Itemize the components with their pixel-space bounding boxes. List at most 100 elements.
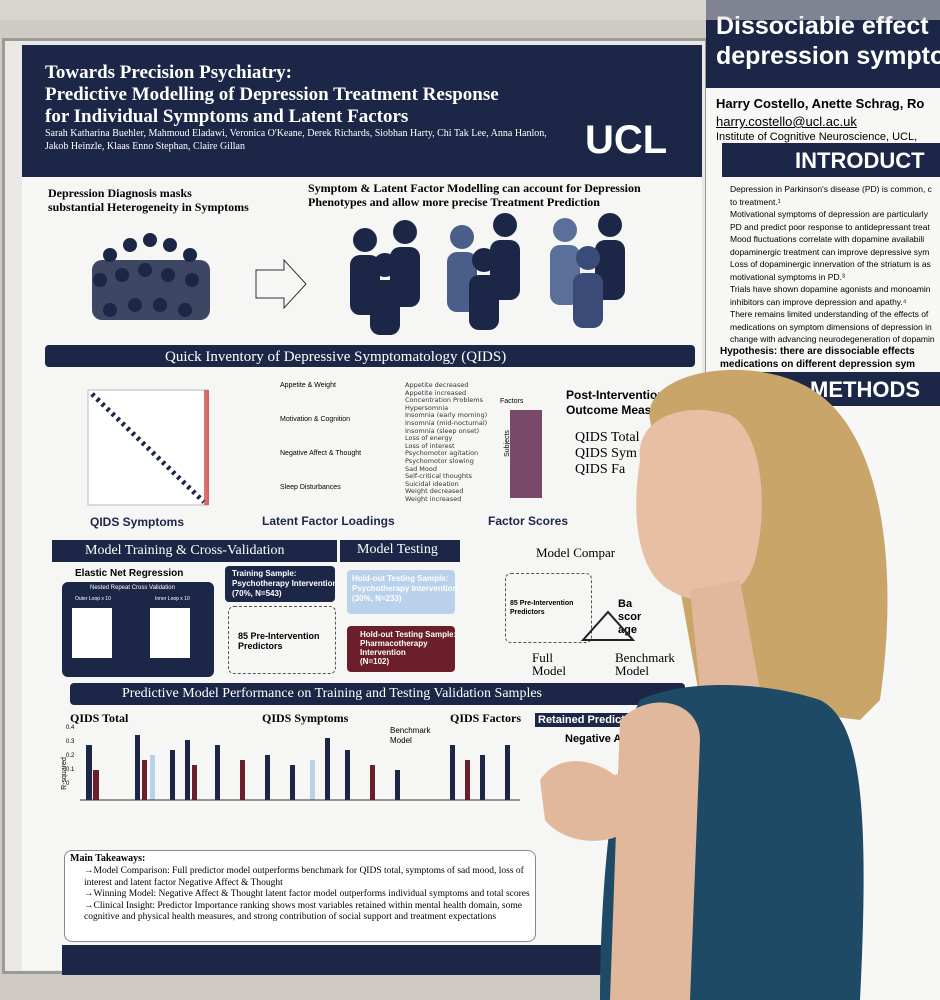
symptom-legend: Suicidal ideation <box>405 479 459 488</box>
symptom-legend: Concentration Problems <box>405 396 484 405</box>
predictors-label: 85 Pre-Intervention <box>238 631 320 641</box>
symptom-legend: Psychomotor agitation <box>405 449 479 458</box>
bullet: change with advancing neurodegeneration … <box>730 334 935 344</box>
institute: Institute of Cognitive Neuroscience, UCL… <box>716 131 918 143</box>
section-heading: Quick Inventory of Depressive Symptomato… <box>165 349 507 365</box>
method-label: Inner Loop x 10 <box>155 596 190 602</box>
symptom-legend: Weight decreased <box>405 487 464 496</box>
flow-label: Latent Factor Loadings <box>262 514 395 528</box>
y-tick-label: 0.3 <box>66 739 75 745</box>
poster-footer <box>62 945 702 975</box>
factor-panel-title: Appetite & Weight <box>280 382 336 389</box>
training-bar <box>52 540 337 562</box>
poster-authors: Sarah Katharina Buehler, Mahmoud Eladawi… <box>45 128 547 139</box>
outcome-heading: Post-Intervention <box>566 388 665 402</box>
cv-grid-outer <box>72 608 112 658</box>
factor-panel-title: Negative Affect & Thought <box>280 450 362 457</box>
sample-label: Psychotherapy Intervention <box>232 579 338 588</box>
hypothesis: Hypothesis: there are dissociable effect… <box>720 346 915 357</box>
hypothesis: medications on different depression sym <box>720 359 916 370</box>
takeaway: interest and latent factor Negative Affe… <box>84 877 283 888</box>
bullet: There remains limited understanding of t… <box>730 309 929 319</box>
bullet: Motivational symptoms of depression are … <box>730 209 928 219</box>
takeaway: →Clinical Insight: Predictor Importance … <box>84 900 522 911</box>
section-heading: Predictive Model Performance on Training… <box>122 686 542 701</box>
factor-panel-title: Motivation & Cognition <box>280 416 351 423</box>
bullet: Mood fluctuations correlate with dopamin… <box>730 234 925 244</box>
poster-title: depression sympto <box>716 42 940 70</box>
chart-title: QIDS Total <box>70 711 129 725</box>
symptom-legend: Hypersomnia <box>405 403 449 412</box>
method-label: Nested Repeat Cross Validation <box>90 585 175 591</box>
takeaway: →Winning Model: Negative Affect & Though… <box>84 889 530 899</box>
sample-label: Pharmacotherapy <box>360 639 428 648</box>
phenotype-figures <box>350 213 625 335</box>
factor-score-grid <box>510 410 542 498</box>
holdout-pharm-box <box>347 626 455 672</box>
arrow <box>255 258 307 310</box>
intro-heading: substantial Heterogeneity in Symptoms <box>48 200 249 214</box>
outcome: QIDS Total <box>575 430 640 445</box>
poster-title: Predictive Modelling of Depression Treat… <box>45 84 499 105</box>
sample-label: (70%, N=543) <box>232 589 282 598</box>
sample-label: (N=102) <box>360 657 390 666</box>
benchmark-triangle <box>580 610 636 641</box>
model-label: scor <box>618 611 642 623</box>
model-label: Ba <box>618 598 633 610</box>
qids-bar <box>45 345 695 367</box>
legend-label: Benchmark <box>390 726 431 735</box>
intro-heading: Depression Diagnosis masks <box>48 186 192 200</box>
testing-bar <box>340 540 460 562</box>
matrix-diagonal <box>90 392 206 504</box>
method-label: Outer Loop x 10 <box>75 596 111 602</box>
symptom-legend: Psychomotor slowing <box>405 457 474 465</box>
symptom-legend: Insomnia (early morning) <box>405 411 488 420</box>
y-tick-label: 0.2 <box>66 753 75 759</box>
intro-heading: Symptom & Latent Factor Modelling can ac… <box>308 181 641 195</box>
section-heading: INTRODUCT <box>795 148 925 173</box>
poster-title: for Individual Symptoms and Latent Facto… <box>45 106 409 127</box>
chart-title: QIDS Symptoms <box>262 711 349 725</box>
outcome: QIDS Sym <box>575 446 637 461</box>
sample-label: Psychotherapy Intervention <box>352 584 458 593</box>
poster-title: Towards Precision Psychiatry: <box>45 62 292 83</box>
bullet: Trials have shown dopamine agonists and … <box>730 284 931 294</box>
symptom-legend: Sad Mood <box>405 464 437 473</box>
takeaway: cognitive and physical health measures, … <box>84 912 497 922</box>
y-tick-label: 0.1 <box>66 767 75 773</box>
y-tick-label: 0.4 <box>66 725 75 731</box>
intro-heading: Phenotypes and allow more precise Treatm… <box>308 195 600 209</box>
crowd <box>92 233 210 320</box>
holdout-psych-box <box>347 570 455 614</box>
comparison-box <box>505 573 592 643</box>
symptom-legend: Loss of interest <box>405 441 455 450</box>
takeaways-box <box>64 850 536 942</box>
email: harry.costello@ucl.ac.uk <box>716 114 857 129</box>
bullet: Loss of dopaminergic innervation of the … <box>730 259 931 269</box>
bullet: dopaminergic treatment can improve depre… <box>730 246 930 257</box>
section-heading: METHODS <box>810 377 920 402</box>
y-tick-label: 0 <box>66 781 70 787</box>
bullet: medications on symptom dimensions of dep… <box>730 321 932 332</box>
poster-authors: Harry Costello, Anette Schrag, Ro <box>716 96 925 111</box>
predictors-label: Predictors <box>510 609 545 616</box>
symptom-legend: Insomnia (sleep onset) <box>405 426 480 435</box>
sample-label: Hold-out Testing Sample: <box>360 630 457 639</box>
takeaway: →Model Comparison: Full predictor model … <box>84 866 524 876</box>
symptom-legend: Self-critical thoughts <box>405 472 472 481</box>
section-heading: Model Compar <box>536 545 616 560</box>
sample-label: Hold-out Testing Sample: <box>352 574 449 583</box>
bullet: Depression in Parkinson's disease (PD) i… <box>730 184 932 194</box>
poster-header <box>22 45 702 177</box>
section-heading: Model Training & Cross-Validation <box>85 543 285 558</box>
symptom-legend: Weight increased <box>405 495 462 503</box>
bullet: motivational symptoms in PD.³ <box>730 271 845 282</box>
section-heading: Model Testing <box>357 542 438 557</box>
factor-panel-title: Sleep Disturbances <box>280 484 341 491</box>
person <box>540 369 888 1000</box>
symptom-legend: Loss of energy <box>405 434 453 443</box>
axis-label: Factors <box>500 398 524 405</box>
predictors-label: Predictors <box>238 641 283 651</box>
